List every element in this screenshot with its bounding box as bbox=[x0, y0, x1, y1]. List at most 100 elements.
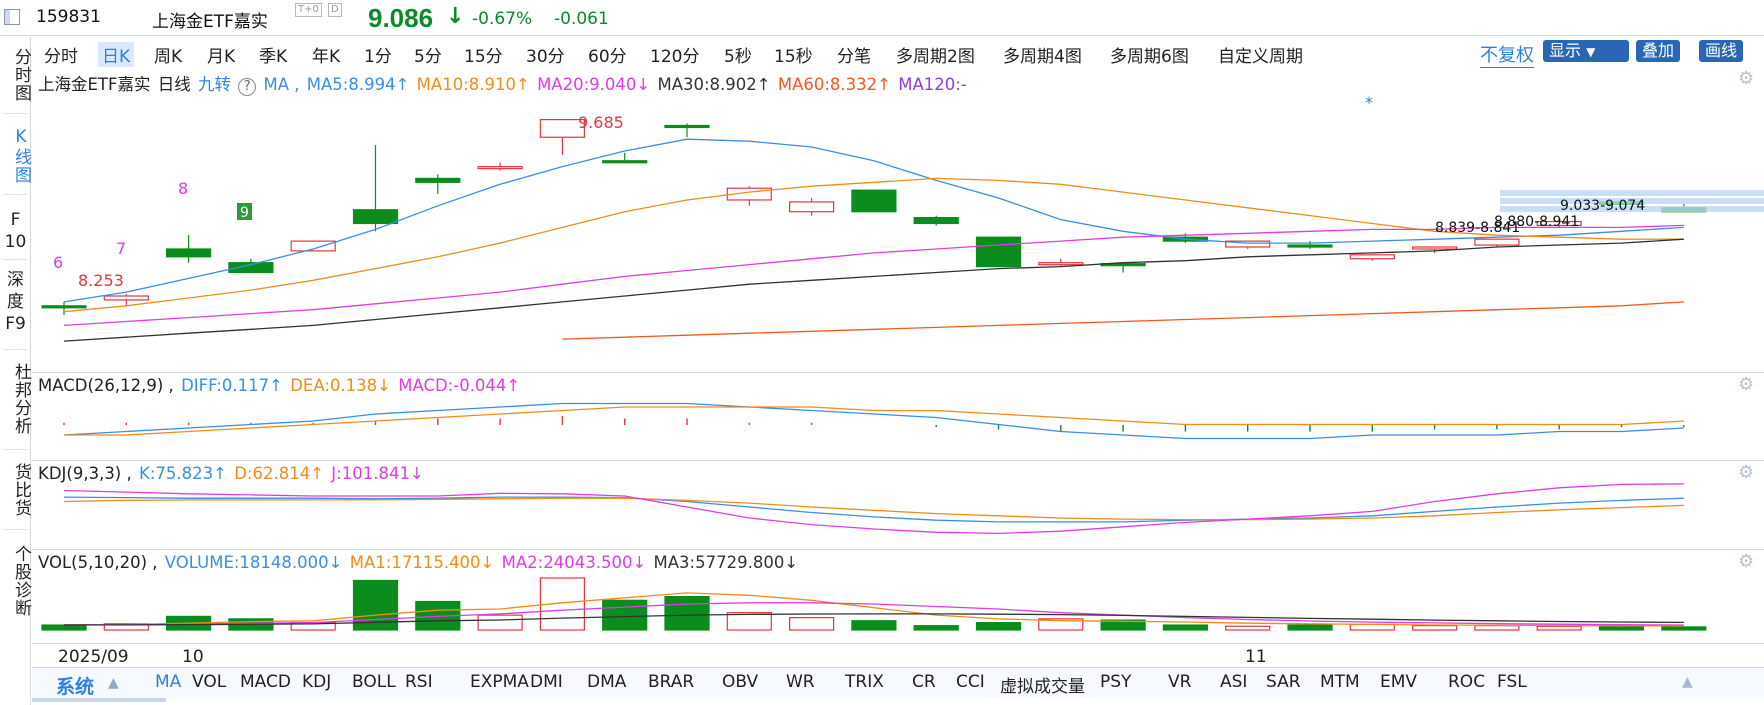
indicator-tab-dmi[interactable]: DMI bbox=[530, 672, 563, 692]
sidebar-item-timeshare[interactable]: 分时图 bbox=[11, 48, 31, 102]
help-icon[interactable]: ? bbox=[238, 78, 257, 96]
candle-body bbox=[1038, 262, 1084, 266]
ma20-line bbox=[63, 224, 1684, 327]
vol-ma2: MA2:24043.500↓ bbox=[501, 553, 647, 572]
candle-body bbox=[290, 240, 336, 252]
vol-ma3: MA3:57729.800↓ bbox=[653, 553, 799, 572]
gear-icon[interactable]: ⚙ bbox=[1738, 374, 1755, 395]
volume-bar bbox=[913, 625, 959, 631]
tab-15min[interactable]: 15分 bbox=[464, 47, 503, 67]
sidebar-item-kline[interactable]: K线图 bbox=[11, 126, 31, 184]
indicator-tab-dma[interactable]: DMA bbox=[587, 672, 627, 692]
caret-up-icon[interactable]: ▲ bbox=[108, 675, 119, 691]
gear-icon[interactable]: ⚙ bbox=[1738, 68, 1755, 89]
indicator-tab-rsi[interactable]: RSI bbox=[405, 672, 433, 692]
volume-bar bbox=[1411, 625, 1458, 631]
show-button[interactable]: 显示 ▼ bbox=[1543, 40, 1629, 62]
volume-bar bbox=[1536, 625, 1582, 631]
left-sidebar: 分时图 K线图 F 10 深度 F9 杜邦分析 货比货 个股诊断 bbox=[0, 37, 31, 705]
range-label: 8.839-8.841 bbox=[1435, 220, 1520, 236]
system-menu[interactable]: 系统 bbox=[56, 676, 95, 698]
candle-body bbox=[1536, 220, 1582, 227]
volume-bar bbox=[726, 612, 772, 631]
indicator-tab-cr[interactable]: CR bbox=[912, 672, 936, 692]
indicator-underline bbox=[32, 698, 166, 702]
adjust-select[interactable]: 不复权 bbox=[1480, 41, 1534, 68]
legend-stock-name: 上海金ETF嘉实 bbox=[38, 75, 151, 94]
sidebar-item-compare[interactable]: 货比货 bbox=[11, 463, 31, 517]
indicator-tab-trix[interactable]: TRIX bbox=[845, 672, 884, 692]
legend-ma60: MA60:8.332↑ bbox=[777, 75, 891, 94]
panel-toggle-icon[interactable] bbox=[4, 9, 20, 25]
tab-30min[interactable]: 30分 bbox=[526, 47, 565, 67]
tab-multi-2[interactable]: 多周期2图 bbox=[896, 47, 975, 67]
indicator-tab-psy[interactable]: PSY bbox=[1100, 672, 1132, 692]
sidebar-item-depth-f9[interactable]: 深度 F9 bbox=[5, 270, 26, 334]
indicator-tab-fsl[interactable]: FSL bbox=[1497, 672, 1527, 692]
gear-icon[interactable]: ⚙ bbox=[1738, 462, 1755, 483]
indicator-tab-roc[interactable]: ROC bbox=[1448, 672, 1486, 692]
tab-yearly-k[interactable]: 年K bbox=[312, 47, 341, 67]
volume-bar bbox=[664, 595, 710, 631]
tab-5min[interactable]: 5分 bbox=[414, 47, 442, 67]
candle-body bbox=[1225, 240, 1271, 248]
kdj-j: J:101.841↓ bbox=[331, 464, 424, 483]
caret-up-icon[interactable]: ▲ bbox=[1682, 674, 1693, 690]
volume-bar bbox=[1349, 623, 1395, 631]
volume-bar bbox=[1100, 619, 1146, 631]
price-band bbox=[1500, 198, 1764, 204]
draw-line-button[interactable]: 画线 bbox=[1699, 40, 1744, 62]
indicator-tab-wr[interactable]: WR bbox=[786, 672, 815, 692]
tab-quarterly-k[interactable]: 季K bbox=[259, 47, 288, 67]
gear-icon[interactable]: ⚙ bbox=[1738, 551, 1755, 572]
indicator-tab-cci[interactable]: CCI bbox=[956, 672, 985, 692]
tab-timeshare[interactable]: 分时 bbox=[44, 47, 78, 67]
d-line bbox=[63, 497, 1684, 521]
legend-ma30: MA30:8.902↑ bbox=[657, 75, 771, 94]
indicator-tab-brar[interactable]: BRAR bbox=[648, 672, 695, 692]
overlay-button[interactable]: 叠加 bbox=[1636, 40, 1681, 62]
sidebar-item-f10[interactable]: F 10 bbox=[4, 210, 27, 252]
caret-down-icon: ▼ bbox=[1586, 45, 1596, 59]
tab-weekly-k[interactable]: 周K bbox=[154, 47, 183, 67]
indicator-tab-vr[interactable]: VR bbox=[1168, 672, 1192, 692]
indicator-tab-asi[interactable]: ASI bbox=[1220, 672, 1248, 692]
tab-daily-k[interactable]: 日K bbox=[98, 42, 135, 67]
tab-15sec[interactable]: 15秒 bbox=[774, 47, 813, 67]
macd-name: MACD(26,12,9) , bbox=[38, 376, 174, 395]
tab-custom-period[interactable]: 自定义周期 bbox=[1218, 47, 1303, 67]
legend-ma120: MA120:- bbox=[898, 75, 967, 94]
tab-1min[interactable]: 1分 bbox=[364, 47, 392, 67]
indicator-tab-ma[interactable]: MA bbox=[155, 672, 182, 692]
legend-ma20: MA20:9.040↓ bbox=[537, 75, 651, 94]
indicator-tab-emv[interactable]: EMV bbox=[1380, 672, 1418, 692]
tab-multi-4[interactable]: 多周期4图 bbox=[1003, 47, 1082, 67]
indicator-tab-mtm[interactable]: MTM bbox=[1320, 672, 1360, 692]
indicator-tab-kdj[interactable]: KDJ bbox=[302, 672, 332, 692]
indicator-tab-虚拟成交量[interactable]: 虚拟成交量 bbox=[1000, 677, 1085, 697]
tab-5sec[interactable]: 5秒 bbox=[724, 47, 752, 67]
legend-jiuzhuan[interactable]: 九转 bbox=[198, 75, 231, 94]
indicator-tab-sar[interactable]: SAR bbox=[1266, 672, 1301, 692]
sidebar-item-diagnosis[interactable]: 个股诊断 bbox=[11, 545, 31, 617]
nine-count-box bbox=[237, 203, 252, 220]
tab-120min[interactable]: 120分 bbox=[650, 47, 700, 67]
indicator-tab-macd[interactable]: MACD bbox=[240, 672, 291, 692]
change-amount: -0.061 bbox=[554, 9, 609, 29]
tab-monthly-k[interactable]: 月K bbox=[207, 47, 236, 67]
main-legend: 上海金ETF嘉实 日线 九转 ? MA , MA5:8.994↑ MA10:8.… bbox=[38, 71, 969, 96]
sidebar-item-dupont[interactable]: 杜邦分析 bbox=[11, 363, 31, 435]
macd-legend: MACD(26,12,9) , DIFF:0.117↑ DEA:0.138↓ M… bbox=[38, 376, 522, 395]
indicator-tab-expma[interactable]: EXPMA bbox=[470, 672, 529, 692]
macd-diff: DIFF:0.117↑ bbox=[181, 376, 283, 395]
tab-multi-6[interactable]: 多周期6图 bbox=[1110, 47, 1189, 67]
legend-period: 日线 bbox=[157, 75, 191, 94]
tab-60min[interactable]: 60分 bbox=[588, 47, 627, 67]
candle-body bbox=[1474, 238, 1520, 246]
indicator-tab-obv[interactable]: OBV bbox=[722, 672, 759, 692]
indicator-tab-vol[interactable]: VOL bbox=[192, 672, 227, 692]
indicator-tab-boll[interactable]: BOLL bbox=[352, 672, 396, 692]
tab-tick[interactable]: 分笔 bbox=[837, 47, 871, 67]
